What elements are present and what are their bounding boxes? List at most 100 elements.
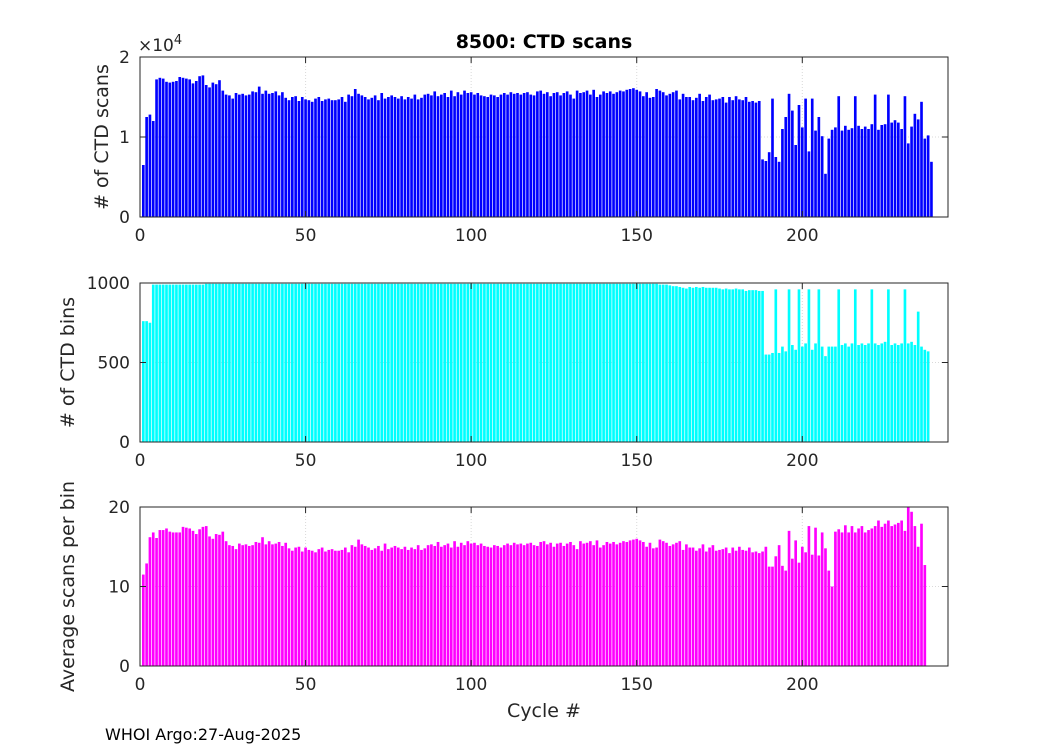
- bar: [784, 570, 788, 666]
- bar: [744, 97, 748, 217]
- bar: [920, 523, 923, 666]
- bar: [910, 511, 913, 666]
- bar: [738, 99, 741, 217]
- bar: [241, 93, 244, 217]
- bar: [698, 548, 701, 666]
- bar: [387, 97, 390, 217]
- bar: [714, 99, 718, 217]
- y-tick-label: 2: [119, 48, 130, 68]
- bar: [536, 283, 539, 442]
- bar: [532, 283, 536, 442]
- bar: [221, 531, 225, 666]
- bar: [638, 283, 642, 442]
- bar: [304, 283, 307, 442]
- bar: [688, 547, 692, 666]
- bar: [310, 550, 314, 666]
- bar: [396, 283, 400, 442]
- bar: [443, 545, 446, 666]
- bar: [360, 283, 364, 442]
- bar: [764, 161, 768, 217]
- bar: [377, 100, 380, 217]
- bar: [175, 81, 178, 217]
- bar: [787, 289, 791, 442]
- bar: [545, 544, 549, 666]
- bar: [738, 289, 741, 442]
- bar: [648, 283, 652, 442]
- bar: [317, 549, 321, 666]
- bar: [231, 98, 235, 217]
- bar: [837, 529, 841, 666]
- bar: [691, 100, 695, 217]
- bar: [572, 98, 576, 217]
- bar: [218, 80, 221, 217]
- bar: [161, 78, 165, 217]
- bar: [526, 92, 529, 217]
- bar: [668, 545, 672, 666]
- bar: [827, 138, 831, 217]
- bar: [304, 547, 307, 666]
- bar: [797, 562, 801, 666]
- bar: [807, 289, 811, 442]
- bar: [463, 545, 466, 666]
- bar: [406, 97, 410, 217]
- bar: [655, 283, 658, 442]
- bar: [648, 542, 652, 666]
- bar: [151, 121, 155, 217]
- bar: [512, 283, 516, 442]
- bar: [536, 545, 539, 666]
- bar: [267, 541, 271, 666]
- bar: [863, 126, 867, 217]
- x-tick-label: 0: [135, 675, 146, 695]
- bar: [466, 283, 470, 442]
- bar: [572, 545, 576, 666]
- bar: [334, 550, 337, 666]
- bar: [526, 543, 529, 666]
- bar: [463, 90, 466, 217]
- bar: [188, 528, 191, 666]
- bar: [883, 523, 887, 666]
- bar: [393, 545, 397, 666]
- bar: [238, 543, 241, 666]
- bar: [651, 97, 655, 217]
- bar: [506, 283, 509, 442]
- bar: [307, 283, 311, 442]
- bar: [297, 283, 301, 442]
- bar: [191, 284, 195, 442]
- bar: [307, 549, 311, 666]
- bar: [512, 93, 516, 217]
- bar: [310, 283, 314, 442]
- bar: [589, 541, 592, 666]
- bar: [625, 89, 629, 217]
- bar: [883, 124, 887, 217]
- bar: [893, 120, 897, 217]
- bar: [330, 100, 334, 217]
- bar: [194, 284, 198, 442]
- bar: [456, 546, 460, 666]
- bar: [539, 541, 543, 666]
- bar: [781, 346, 784, 442]
- bar: [502, 545, 506, 666]
- bar: [784, 117, 788, 217]
- bar: [853, 289, 857, 442]
- bar: [704, 97, 708, 217]
- bar: [185, 284, 188, 442]
- bar: [714, 287, 718, 442]
- bar: [754, 551, 758, 666]
- bar: [767, 566, 771, 666]
- bar: [489, 547, 493, 666]
- bar: [860, 343, 864, 442]
- bar: [572, 283, 576, 442]
- bar: [185, 527, 188, 666]
- bar: [314, 98, 317, 217]
- bar: [681, 549, 685, 666]
- bar: [890, 526, 894, 666]
- panel-ctd-bins: 0 50 100 150 200 0 500 1000 # of CTD bins: [57, 274, 949, 471]
- bar: [595, 283, 599, 442]
- bar: [519, 543, 523, 666]
- bar: [761, 551, 764, 666]
- bar: [744, 550, 748, 666]
- bar: [529, 94, 533, 217]
- bar: [615, 544, 619, 666]
- bar: [310, 101, 314, 217]
- bar: [433, 283, 437, 442]
